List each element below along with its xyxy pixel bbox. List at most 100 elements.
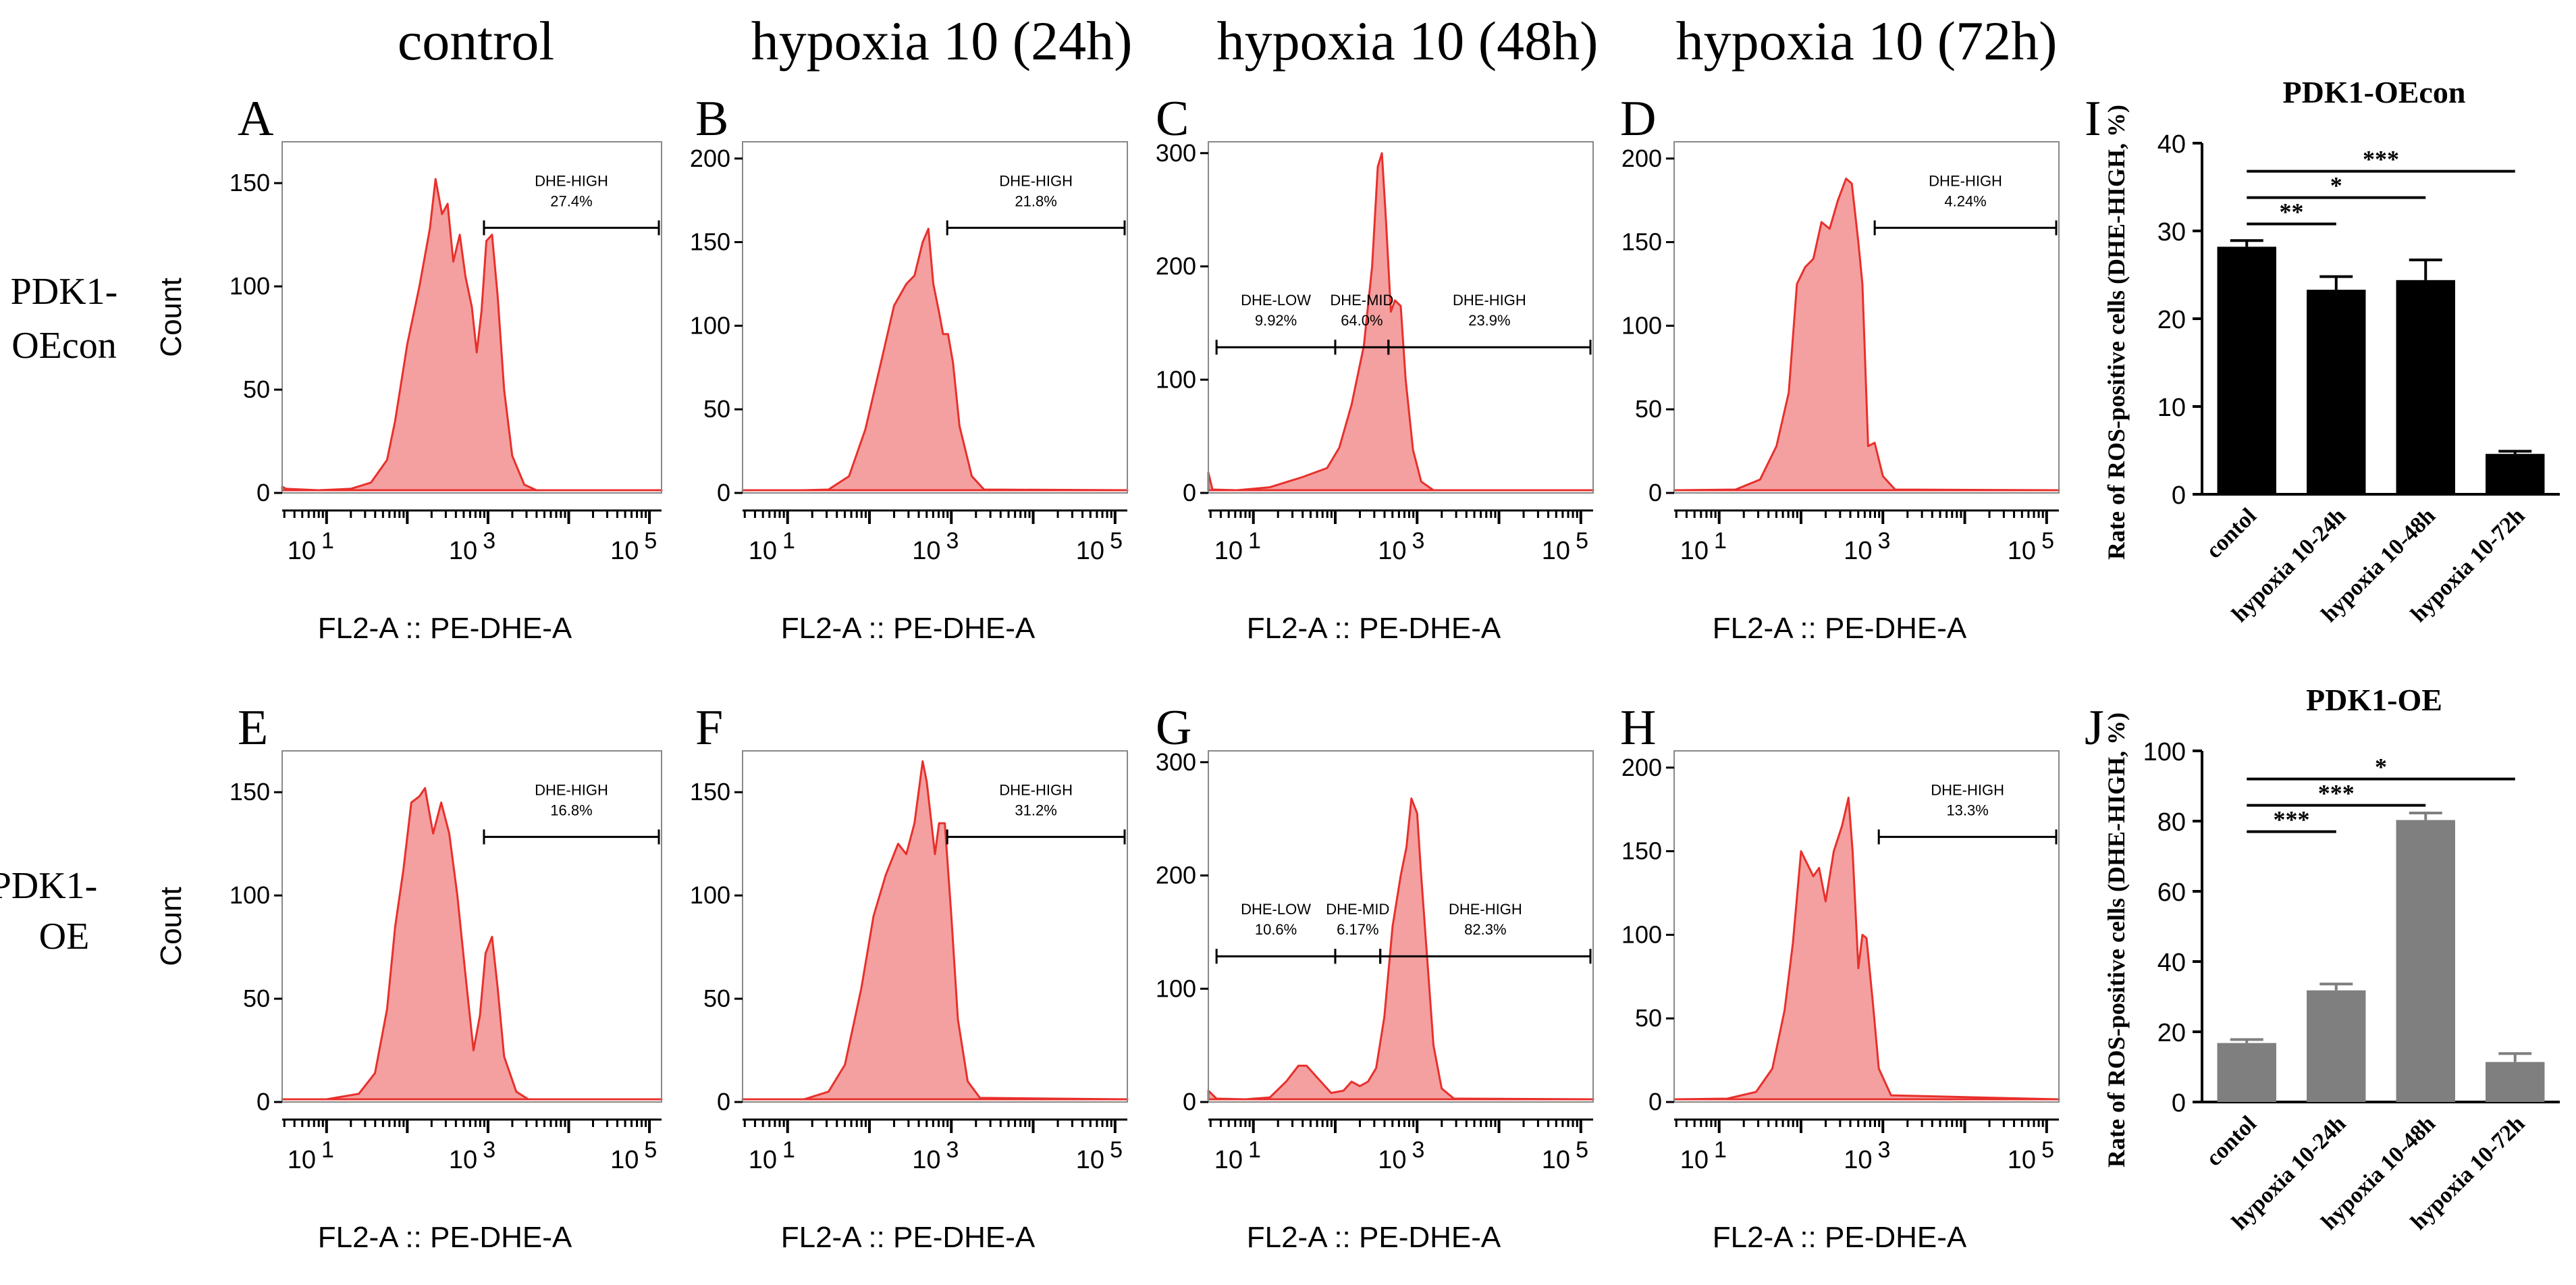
y-tick-label: 10	[2157, 394, 2186, 422]
x-axis-label: FL2-A :: PE-DHE-A	[781, 1221, 1036, 1254]
significance-label: *	[2330, 172, 2342, 199]
gate-percent: 13.3%	[1946, 802, 1988, 818]
gate-name: DHE-HIGH	[1931, 781, 2004, 798]
bar	[2307, 290, 2366, 494]
y-tick-label: 0	[717, 479, 730, 506]
x-tick-label: 10 3	[912, 528, 959, 565]
y-tick-label: 0	[717, 1088, 730, 1116]
y-tick-label: 150	[1621, 228, 1662, 256]
y-tick-label: 30	[2157, 218, 2186, 246]
y-tick-label: 50	[243, 375, 270, 403]
x-tick-label: 10 1	[1214, 528, 1261, 565]
y-tick-label: 0	[2172, 1089, 2186, 1118]
x-tick-label: 10 5	[2008, 528, 2054, 565]
plot-frame	[742, 750, 1128, 1103]
x-tick-label: 10 1	[1214, 1137, 1261, 1174]
plot-frame	[281, 750, 662, 1103]
y-tick-label: 50	[703, 985, 730, 1012]
x-tick-label: 10 5	[610, 1137, 657, 1174]
y-tick-label: 100	[1156, 974, 1196, 1002]
gate-name: DHE-LOW	[1241, 901, 1311, 918]
gate-percent: 10.6%	[1255, 921, 1297, 938]
x-tick-label: 10 1	[288, 528, 334, 565]
histogram-area	[1673, 796, 2060, 1101]
y-tick-label: 200	[1621, 754, 1662, 781]
x-tick-label: 10 3	[1844, 1137, 1890, 1174]
panel-label: F	[695, 700, 723, 756]
x-tick-label: 10 5	[1076, 1137, 1123, 1174]
y-tick-label: 0	[1183, 479, 1196, 506]
panel-label: A	[238, 91, 273, 147]
panel-label: I	[2085, 91, 2101, 147]
column-title-control: control	[398, 10, 554, 72]
y-tick-label: 100	[1621, 311, 1662, 339]
chart-title: PDK1-OE	[2306, 683, 2442, 717]
plot-frame	[1673, 750, 2060, 1103]
x-axis-label: FL2-A :: PE-DHE-A	[781, 612, 1036, 645]
gate-percent: 21.8%	[1015, 192, 1056, 209]
x-tick-label: 10 3	[449, 528, 495, 565]
x-tick-label: 10 3	[1378, 1137, 1424, 1174]
x-tick-label: 10 5	[610, 528, 657, 565]
bar	[2486, 454, 2545, 494]
y-tick-label: 100	[1621, 920, 1662, 948]
x-tick-label: 10 5	[2008, 1137, 2054, 1174]
y-tick-label: 40	[2157, 130, 2186, 159]
gate-percent: 16.8%	[550, 802, 592, 818]
panel-label: B	[695, 91, 728, 147]
histogram-area	[281, 787, 663, 1101]
x-tick-label: 10 1	[749, 528, 795, 565]
panel-label: C	[1156, 91, 1189, 147]
y-tick-label: 100	[1156, 365, 1196, 393]
y-tick-label: 150	[230, 778, 270, 806]
x-axis-label: FL2-A :: PE-DHE-A	[318, 1221, 572, 1254]
x-axis-label: FL2-A :: PE-DHE-A	[1713, 612, 1967, 645]
y-axis-label: Count	[155, 887, 188, 966]
x-tick-label: 10 3	[912, 1137, 959, 1174]
y-tick-label: 200	[1621, 145, 1662, 172]
row-label-1-line2: OEcon	[11, 325, 117, 367]
y-tick-label: 100	[690, 311, 730, 339]
bar	[2217, 246, 2276, 494]
y-tick-label: 50	[1635, 1004, 1662, 1032]
panel-label: H	[1620, 700, 1656, 756]
x-tick-label: 10 3	[449, 1137, 495, 1174]
y-tick-label: 100	[690, 881, 730, 909]
plot-frame	[742, 141, 1128, 494]
y-tick-label: 50	[243, 985, 270, 1012]
panel-label: E	[238, 700, 268, 756]
y-tick-label: 200	[690, 145, 730, 172]
y-tick-label: 100	[2143, 738, 2186, 766]
column-title-48h: hypoxia 10 (48h)	[1217, 10, 1599, 72]
x-tick-label: 10 5	[1542, 528, 1588, 565]
y-tick-label: 50	[703, 395, 730, 423]
histogram-area	[281, 178, 663, 492]
histogram-area	[741, 228, 1129, 492]
y-tick-label: 150	[690, 228, 730, 256]
gate-percent: 31.2%	[1015, 802, 1056, 818]
gate-percent: 64.0%	[1341, 312, 1383, 329]
gate-percent: 6.17%	[1337, 921, 1378, 938]
gate-name: DHE-HIGH	[535, 172, 608, 189]
significance-label: ***	[2363, 146, 2399, 173]
y-tick-label: 100	[230, 881, 270, 909]
y-tick-label: 20	[2157, 306, 2186, 334]
plot-frame	[1673, 141, 2060, 494]
y-axis-label: Rate of ROS-positive cells (DHE-HIGH, %)	[2103, 712, 2130, 1168]
significance-label: ***	[2274, 806, 2310, 833]
gate-percent: 27.4%	[550, 192, 592, 209]
x-axis-label: FL2-A :: PE-DHE-A	[1713, 1221, 1967, 1254]
y-tick-label: 0	[2172, 481, 2186, 510]
x-tick-label: 10 1	[1680, 528, 1727, 565]
row-labels: PDK1- OEcon PDK1- OE	[0, 271, 117, 958]
y-tick-label: 0	[257, 479, 270, 506]
x-tick-label: 10 3	[1844, 528, 1890, 565]
